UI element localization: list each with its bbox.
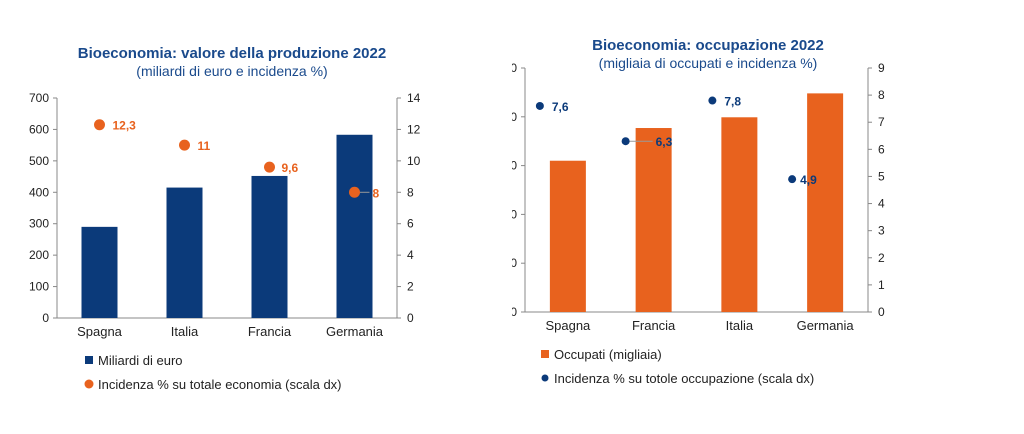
y-tick-label: 0 xyxy=(42,311,49,325)
y-tick-label: 400 xyxy=(29,185,49,199)
y2-tick-label: 6 xyxy=(878,142,885,156)
data-point xyxy=(179,139,190,151)
y-tick-label: 2000 xyxy=(512,110,517,124)
y2-tick-label: 4 xyxy=(878,197,885,211)
chart-title: Bioeconomia: valore della produzione 202… xyxy=(78,45,386,62)
bar xyxy=(635,128,672,312)
x-tick-label: Spagna xyxy=(545,318,591,333)
data-label: 7,8 xyxy=(724,95,741,109)
data-point xyxy=(621,137,630,146)
y2-tick-label: 0 xyxy=(407,311,414,325)
y2-tick-label: 12 xyxy=(407,122,421,136)
y-tick-label: 1000 xyxy=(512,207,517,221)
x-tick-label: Italia xyxy=(726,318,754,333)
y-tick-label: 2500 xyxy=(512,61,517,75)
chart-title: Bioeconomia: occupazione 2022 xyxy=(592,37,824,54)
chart-occupazione-svg: Bioeconomia: occupazione 2022 (migliaia … xyxy=(490,37,885,386)
legend-swatch-point xyxy=(541,374,549,382)
legend-swatch-bar xyxy=(85,356,93,364)
y2-tick-label: 8 xyxy=(407,185,414,199)
legend-entry-bar: Miliardi di euro xyxy=(98,353,183,368)
legend-swatch-point xyxy=(84,379,94,389)
bar xyxy=(81,226,118,318)
chart-valore-produzione-svg: Bioeconomia: valore della produzione 202… xyxy=(29,45,421,392)
y-tick-label: 100 xyxy=(29,280,49,294)
y-tick-label: 600 xyxy=(29,122,49,136)
bar xyxy=(336,134,373,318)
y2-tick-label: 0 xyxy=(878,305,885,319)
bar xyxy=(807,93,844,312)
y2-tick-label: 1 xyxy=(878,278,885,292)
data-label: 4,9 xyxy=(800,173,817,187)
y2-tick-label: 4 xyxy=(407,248,414,262)
y2-tick-label: 7 xyxy=(878,115,885,129)
data-label: 12,3 xyxy=(113,119,137,133)
data-label: 9,6 xyxy=(282,161,299,175)
data-point xyxy=(788,175,797,184)
data-point xyxy=(94,119,105,131)
y2-tick-label: 3 xyxy=(878,224,885,238)
y-tick-label: 200 xyxy=(29,248,49,262)
x-tick-label: Italia xyxy=(171,324,199,339)
x-tick-label: Spagna xyxy=(77,324,123,339)
y2-tick-label: 8 xyxy=(878,88,885,102)
y2-tick-label: 2 xyxy=(878,251,885,265)
chart-subtitle: (migliaia di occupati e incidenza %) xyxy=(599,55,818,71)
data-point xyxy=(535,101,544,110)
y2-tick-label: 9 xyxy=(878,61,885,75)
data-label: 8 xyxy=(373,186,380,200)
data-point xyxy=(708,96,717,105)
y2-tick-label: 10 xyxy=(407,154,421,168)
y2-tick-label: 14 xyxy=(407,91,421,105)
x-tick-label: Francia xyxy=(248,324,292,339)
y-tick-label: 300 xyxy=(29,217,49,231)
chart-occupazione: Bioeconomia: occupazione 2022 (migliaia … xyxy=(490,0,1024,429)
legend-entry-point: Incidenza % su totale economia (scala dx… xyxy=(98,377,342,392)
y2-tick-label: 2 xyxy=(407,280,414,294)
legend-entry-bar: Occupati (migliaia) xyxy=(554,347,662,362)
bar xyxy=(166,187,203,318)
y-tick-label: 0 xyxy=(512,305,517,319)
x-tick-label: Germania xyxy=(797,318,855,333)
x-tick-label: Francia xyxy=(632,318,676,333)
data-label: 7,6 xyxy=(552,100,569,114)
legend-entry-point: Incidenza % su totole occupazione (scala… xyxy=(554,371,814,386)
x-tick-label: Germania xyxy=(326,324,384,339)
legend-swatch-bar xyxy=(541,350,549,358)
y-tick-label: 500 xyxy=(512,256,517,270)
data-point xyxy=(349,186,360,198)
y-tick-label: 700 xyxy=(29,91,49,105)
data-label: 6,3 xyxy=(656,135,673,149)
data-label: 11 xyxy=(198,139,211,153)
data-point xyxy=(264,161,275,173)
chart-subtitle: (miliardi di euro e incidenza %) xyxy=(136,63,327,79)
bar xyxy=(721,117,758,313)
y-tick-label: 500 xyxy=(29,154,49,168)
y-tick-label: 1500 xyxy=(512,159,517,173)
chart-valore-produzione: Bioeconomia: valore della produzione 202… xyxy=(0,0,512,429)
y2-tick-label: 5 xyxy=(878,169,885,183)
bar xyxy=(251,175,288,318)
y2-tick-label: 6 xyxy=(407,217,414,231)
bar xyxy=(549,160,586,312)
